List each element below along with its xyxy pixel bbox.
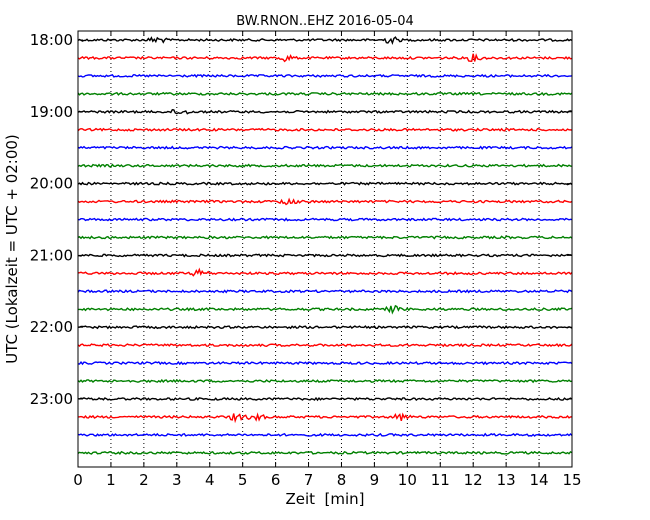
trace-line xyxy=(77,343,573,348)
y-tick-label: 19:00 xyxy=(30,103,73,121)
trace-line xyxy=(77,36,573,46)
trace-line xyxy=(77,108,573,115)
x-tick-label: 8 xyxy=(337,471,347,489)
trace-line xyxy=(77,325,573,330)
x-tick-label: 9 xyxy=(370,471,380,489)
trace-line xyxy=(77,53,573,63)
y-tick-label: 20:00 xyxy=(30,175,73,193)
trace-line xyxy=(77,253,573,258)
trace-line xyxy=(77,304,573,315)
trace-line xyxy=(77,450,573,455)
y-tick-label: 21:00 xyxy=(30,246,73,264)
trace-line xyxy=(77,163,573,168)
x-tick-label: 13 xyxy=(497,471,516,489)
x-tick-label: 2 xyxy=(139,471,149,489)
y-tick-label: 22:00 xyxy=(30,318,73,336)
x-tick-label: 12 xyxy=(464,471,483,489)
x-tick-label: 5 xyxy=(238,471,248,489)
trace-line xyxy=(77,127,573,132)
x-tick-label: 14 xyxy=(530,471,549,489)
x-tick-label: 10 xyxy=(398,471,417,489)
x-axis-label: Zeit [min] xyxy=(285,490,364,508)
trace-line xyxy=(77,235,573,240)
trace-line xyxy=(77,145,573,150)
trace-line xyxy=(77,197,573,206)
trace-line xyxy=(77,91,573,96)
trace-line xyxy=(77,412,573,424)
trace-line xyxy=(77,360,573,366)
trace-line xyxy=(77,378,573,384)
x-tick-label: 6 xyxy=(271,471,281,489)
trace-line xyxy=(77,217,573,222)
y-axis-label: UTC (Lokalzeit = UTC + 02:00) xyxy=(3,134,21,364)
x-tick-label: 0 xyxy=(73,471,83,489)
grid xyxy=(110,31,540,467)
y-tick-label: 23:00 xyxy=(30,390,73,408)
traces xyxy=(77,36,573,455)
x-tick-label: 15 xyxy=(562,471,581,489)
plot-frame xyxy=(77,30,573,468)
trace-line xyxy=(77,73,573,78)
y-tick-label: 18:00 xyxy=(30,31,73,49)
trace-line xyxy=(77,289,573,294)
axis-ticks: 0 1 2 3 4 5 6 7 8 9 10 11 12 13 14 1518:0019:0020:0021:… xyxy=(30,31,582,489)
trace-line xyxy=(77,396,573,402)
trace-line xyxy=(77,181,573,186)
x-tick-label: 7 xyxy=(304,471,314,489)
trace-line xyxy=(77,432,573,437)
x-tick-label: 11 xyxy=(431,471,450,489)
x-tick-label: 1 xyxy=(106,471,116,489)
x-tick-label: 3 xyxy=(172,471,182,489)
x-tick-label: 4 xyxy=(205,471,215,489)
chart-title: BW.RNON..EHZ 2016-05-04 xyxy=(236,14,414,29)
trace-line xyxy=(77,267,573,277)
